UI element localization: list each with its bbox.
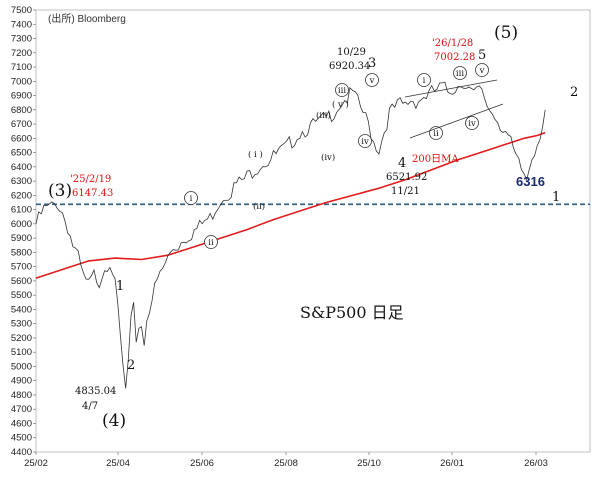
y-tick-label: 7400 [11,19,32,30]
y-tick-label: 4500 [11,433,32,444]
x-tick-label: 26/01 [440,458,464,469]
wave-3-value: 6147.43 [72,188,113,199]
y-tick-label: 4700 [11,404,32,415]
circle-iii-2 [453,66,467,80]
grid [35,9,591,453]
wave-5-label: (5) [494,23,518,43]
subwave-i-label: ( i ) [248,149,263,160]
circle-i-1-text: i [190,194,193,204]
circle-iv-1-text: iv [361,137,369,147]
y-tick-label: 7300 [11,34,32,45]
circle-v-1 [365,73,379,87]
circle-iv-2-text: iv [468,119,476,129]
y-tick-label: 6900 [11,91,32,102]
y-tick-label: 4900 [11,376,32,387]
y-tick-label: 6700 [11,119,32,130]
circle-i-1 [184,191,198,205]
recent-wave-2: 2 [570,85,578,100]
y-tick-label: 4400 [11,447,32,458]
y-tick-label: 6000 [11,219,32,230]
y-tick-label: 6600 [11,133,32,144]
wave-4-date: 4/7 [82,401,98,412]
wave-4-sub-2: 2 [127,358,135,373]
circle-iii-1 [335,83,349,97]
y-tick-label: 5300 [11,319,32,330]
x-tick-label: 25/08 [274,458,298,469]
y-tick-label: 5700 [11,262,32,273]
y-tick-label: 5100 [11,347,32,358]
y-tick-label: 5600 [11,276,32,287]
circle-iv-2 [465,116,479,130]
y-axis-ticks: 4400 4500 4600 4700 4800 4900 5000 5100 5200 5300… [11,5,36,458]
source-label: (出所) Bloomberg [48,12,126,25]
subwave-ii-label: (ii) [253,201,265,212]
wave-4-label: (4) [102,411,126,431]
circle-iii-1-text: iii [338,86,346,96]
x-tick-label: 25/04 [106,458,130,469]
chart-title: S&P500 日足 [300,303,404,322]
trough-1121-value: 6521.92 [386,172,427,183]
x-tick-label: 26/03 [524,458,548,469]
x-tick-label: 25/02 [24,458,48,469]
x-axis-ticks: 25/02 25/04 25/06 25/08 25/10 26/01 26/03 [24,452,548,469]
circle-v-2-text: v [479,66,485,76]
y-tick-label: 7100 [11,62,32,73]
circle-ii-2-text: ii [433,129,439,139]
circle-ii-1-text: ii [208,238,214,248]
wave-4-count: 4 [398,156,406,171]
x-tick-label: 25/06 [190,458,214,469]
channel-lower-line [409,103,504,139]
wave-3-label: (3) [48,181,72,201]
circle-ii-1 [204,235,218,249]
x-tick-label: 25/10 [357,458,381,469]
peak-1029-date: 10/29 [337,47,366,58]
y-tick-label: 6300 [11,176,32,187]
y-tick-label: 5500 [11,290,32,301]
wave-4-sub-1: 1 [116,279,124,294]
circle-iv-1 [358,134,372,148]
subwave-iii-label: (iii) [316,110,331,121]
series [35,81,590,389]
y-tick-label: 6400 [11,162,32,173]
subwave-iv-label: (iv) [321,152,335,163]
wave-3-count: 3 [368,56,376,71]
circle-i-2 [417,73,431,87]
subwave-v-label: ( v ) [332,99,349,110]
y-tick-label: 6800 [11,105,32,116]
y-tick-label: 7000 [11,76,32,87]
circle-v-2 [475,63,489,77]
y-tick-label: 7200 [11,48,32,59]
y-tick-label: 5800 [11,247,32,258]
wave-5-date: '26/1/28 [432,38,473,49]
wave-3-date: '25/2/19 [70,174,111,185]
y-tick-label: 5200 [11,333,32,344]
wave-5-count: 5 [478,48,486,63]
recent-wave-1: 1 [552,190,560,205]
y-tick-label: 4600 [11,418,32,429]
y-tick-label: 5400 [11,304,32,315]
ma200-line [35,131,546,279]
peak-1029-value: 6920.34 [329,61,370,72]
wave-4-value: 4835.04 [75,386,116,397]
ma-label: 200日MA [412,154,459,165]
channel-upper-line [404,79,498,98]
y-tick-label: 7500 [11,5,32,16]
y-tick-label: 6500 [11,148,32,159]
wave-5-value: 7002.28 [434,52,475,63]
circle-i-2-text: i [423,76,426,86]
y-tick-label: 6200 [11,190,32,201]
level-label: 6316 [516,174,545,189]
y-tick-label: 5900 [11,233,32,244]
y-tick-label: 4800 [11,390,32,401]
y-tick-label: 6100 [11,205,32,216]
circle-iii-2-text: iii [456,69,464,79]
y-tick-label: 5000 [11,361,32,372]
trough-1121-date: 11/21 [391,186,420,197]
plot-frame [35,9,591,453]
circle-v-1-text: v [369,76,375,86]
